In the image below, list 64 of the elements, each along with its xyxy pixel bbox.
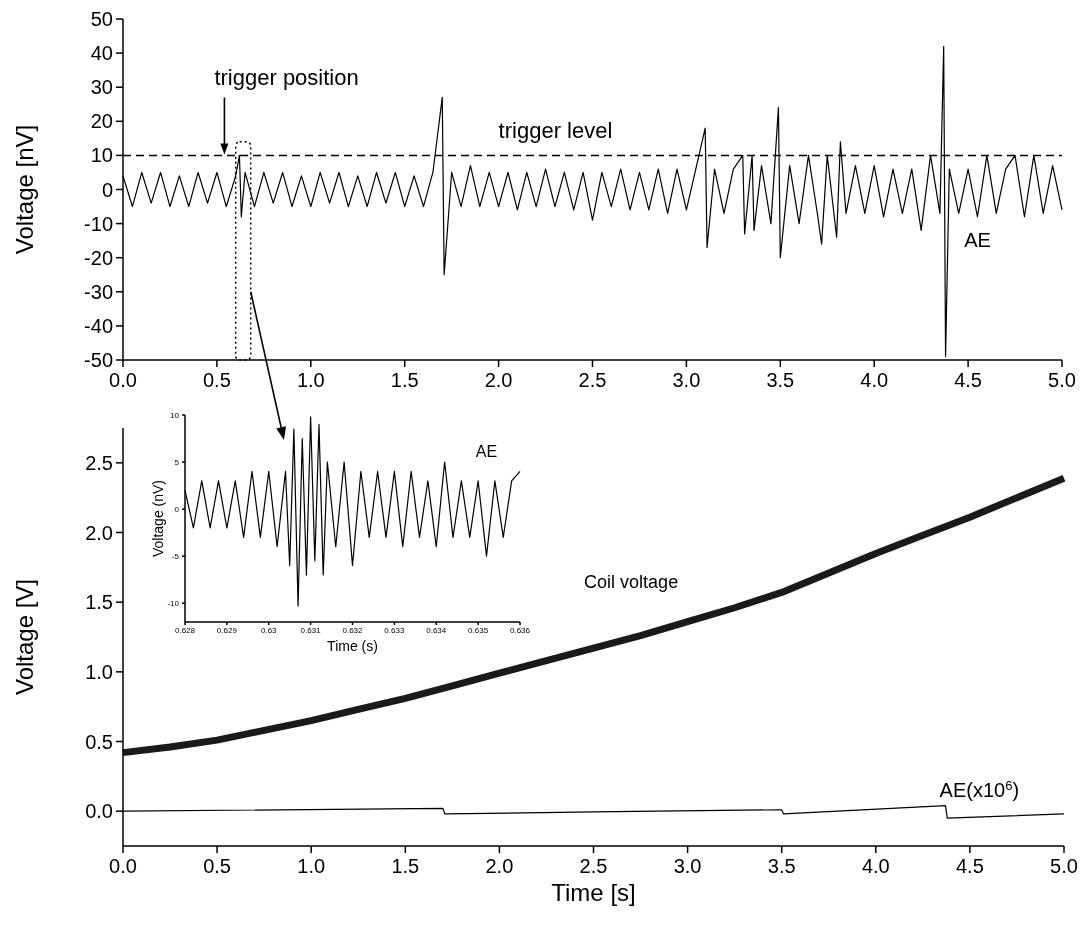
y-tick-label: 0 <box>174 504 180 514</box>
x-tick-label: 0.635 <box>468 626 489 635</box>
y-axis-title: Voltage [V] <box>11 578 38 696</box>
y-axis-title: Voltage (nV) <box>150 479 166 558</box>
y-tick-label: 0.0 <box>85 800 113 823</box>
series-label: Coil voltage <box>584 572 679 593</box>
x-tick-label: 3.5 <box>766 369 795 391</box>
x-tick-label: 2.5 <box>579 855 608 877</box>
x-tick-label: 5.0 <box>1048 369 1076 391</box>
y-tick-label: 20 <box>90 110 113 133</box>
series-label: AE <box>964 229 991 252</box>
x-tick-label: 1.0 <box>297 855 326 877</box>
y-tick-label: 1.0 <box>85 660 113 683</box>
x-tick-label: 0.628 <box>174 626 196 635</box>
y-tick-label: -50 <box>84 349 113 371</box>
ref-line-label: trigger level <box>498 118 613 144</box>
annotation: trigger position <box>214 65 359 91</box>
x-tick-label: 0.5 <box>203 855 232 877</box>
x-tick-label: 0.634 <box>426 626 447 635</box>
y-tick-label: 0.5 <box>85 730 113 753</box>
x-tick-label: 3.5 <box>767 855 796 877</box>
y-tick-label: 0 <box>101 178 113 201</box>
y-tick-label: 40 <box>90 42 113 65</box>
series-label: AE(x10$^{6}$) <box>939 777 1020 802</box>
x-tick-label: 0.0 <box>109 855 137 877</box>
y-tick-label: -20 <box>84 246 113 269</box>
y-tick-label: -30 <box>84 280 113 303</box>
y-tick-label: -40 <box>84 314 113 337</box>
y-tick-label: -10 <box>167 598 180 608</box>
x-tick-label: 0.0 <box>109 369 137 391</box>
x-tick-label: 0.631 <box>300 626 322 635</box>
x-tick-label: 1.0 <box>296 369 325 391</box>
y-tick-label: -10 <box>84 212 113 235</box>
y-tick-label: -5 <box>171 551 180 561</box>
y-tick-label: 2.0 <box>85 521 113 544</box>
x-tick-label: 2.5 <box>578 369 607 391</box>
x-tick-label: 4.0 <box>860 369 889 391</box>
y-tick-label: 10 <box>170 410 180 420</box>
x-axis-title: Time (s) <box>327 638 378 654</box>
x-tick-label: 2.0 <box>484 369 513 391</box>
x-tick-label: 5.0 <box>1050 855 1078 877</box>
y-axis-title: Voltage [nV] <box>11 124 38 255</box>
x-axis-title: Time [s] <box>551 879 636 906</box>
x-tick-label: 1.5 <box>390 369 419 391</box>
y-tick-label: 5 <box>174 457 180 467</box>
x-tick-label: 0.633 <box>384 626 405 635</box>
x-tick-label: 4.5 <box>955 855 984 877</box>
x-tick-label: 1.5 <box>391 855 420 877</box>
x-tick-label: 0.632 <box>342 626 364 635</box>
series-label: AE <box>475 443 498 461</box>
y-tick-label: 10 <box>90 144 113 167</box>
x-tick-label: 2.0 <box>485 855 514 877</box>
y-tick-label: 2.5 <box>85 451 113 474</box>
y-tick-label: 30 <box>90 76 113 99</box>
y-tick-label: 50 <box>90 8 113 30</box>
x-tick-label: 0.629 <box>216 626 238 635</box>
x-tick-label: 4.0 <box>861 855 890 877</box>
y-tick-label: 1.5 <box>85 591 113 614</box>
x-tick-label: 3.0 <box>673 855 702 877</box>
x-tick-label: 0.636 <box>509 626 531 635</box>
x-tick-label: 4.5 <box>954 369 983 391</box>
x-tick-label: 3.0 <box>672 369 701 391</box>
x-tick-label: 0.63 <box>260 626 278 635</box>
x-tick-label: 0.5 <box>202 369 231 391</box>
